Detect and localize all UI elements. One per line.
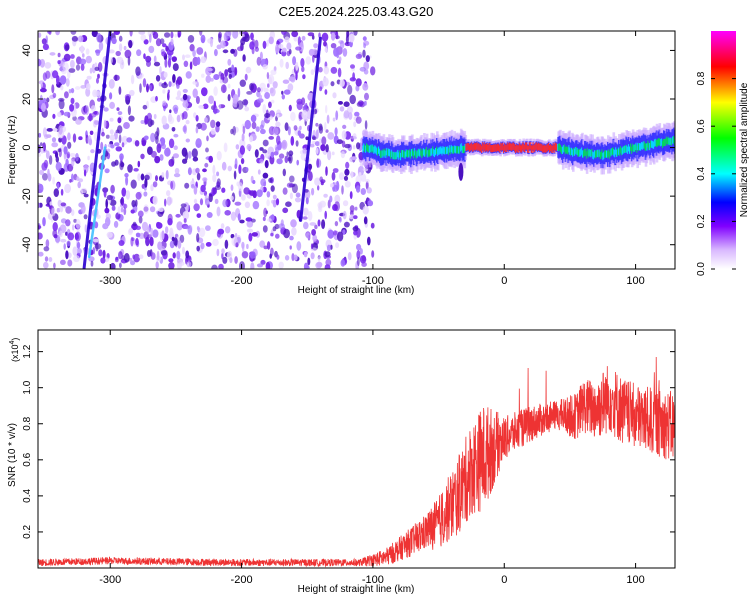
- colorbar-ticks: 0.0 0.2 0.4 0.6 0.8: [696, 71, 736, 276]
- bottom-y-tick-label: 0.8: [22, 416, 33, 430]
- streak-2: [299, 36, 322, 222]
- top-x-ticks: -300 -200 -100 0 100: [99, 31, 645, 287]
- colorbar-tick-label: 0.6: [696, 119, 707, 133]
- figure-title: C2E5.2024.225.03.43.G20: [279, 4, 434, 19]
- bottom-y-tick-label: 1.0: [22, 380, 33, 394]
- bottom-y-tick-label: 0.2: [22, 525, 33, 539]
- top-x-axis-label: Height of straight line (km): [298, 285, 415, 296]
- colorbar-tick-label: 0.8: [696, 71, 707, 85]
- bottom-x-tick-label: -300: [99, 574, 121, 586]
- top-y-axis-label: Frequency (Hz): [7, 116, 18, 185]
- colorbar-tick-label: 0.2: [696, 214, 707, 228]
- colorbar-tick-label: 0.4: [696, 166, 707, 180]
- bottom-x-ticks: -300 -200 -100 0 100: [99, 330, 645, 586]
- colorbar-gradient: [711, 31, 736, 269]
- colorbar: 0.0 0.2 0.4 0.6 0.8 Normalized spectral ampl…: [696, 31, 750, 276]
- snr-panel: -300 -200 -100 0 100 0.2 0.4 0.6 0.8 1.0 1.2 Heig…: [7, 329, 676, 595]
- top-y-tick-label: 20: [21, 93, 33, 105]
- top-x-tick-label: 0: [501, 275, 507, 287]
- snr-frame: [37, 329, 676, 569]
- top-x-tick-label: -300: [99, 275, 121, 287]
- bottom-y-tick-label: 0.4: [22, 488, 33, 502]
- bottom-x-tick-label: 100: [626, 574, 644, 586]
- top-y-tick-label: 40: [21, 44, 33, 56]
- bottom-x-tick-label: 0: [501, 574, 507, 586]
- streaks: [82, 31, 322, 269]
- top-x-tick-label: -200: [231, 275, 253, 287]
- signal-band: [362, 121, 675, 181]
- y-multiplier-base: (x10: [10, 344, 20, 362]
- top-y-tick-label: -20: [21, 188, 33, 204]
- bottom-y-axis-label: SNR (10 * v/v): [7, 423, 18, 487]
- bottom-y-tick-label: 1.2: [22, 344, 33, 358]
- colorbar-label: Normalized spectral amplitude: [739, 82, 750, 217]
- streak-0: [82, 31, 112, 269]
- svg-text:(x104): (x104): [9, 338, 20, 362]
- streak-1: [87, 146, 107, 259]
- bottom-x-axis-label: Height of straight line (km): [298, 584, 415, 595]
- y-multiplier: (x104): [9, 338, 20, 362]
- bottom-x-tick-label: -200: [231, 574, 253, 586]
- top-x-tick-label: 100: [626, 275, 644, 287]
- snr-series-line: [38, 356, 675, 568]
- y-multiplier-exp: 4: [9, 340, 16, 344]
- bottom-y-tick-label: 0.6: [22, 452, 33, 466]
- colorbar-tick-label: 0.0: [696, 262, 707, 276]
- spectrogram-frame: [37, 30, 676, 270]
- top-y-tick-label: 0: [21, 145, 33, 151]
- bottom-y-ticks: 0.2 0.4 0.6 0.8 1.0 1.2: [22, 344, 675, 539]
- top-y-tick-label: -40: [21, 237, 33, 253]
- top-x-tick-label: -100: [362, 275, 384, 287]
- bottom-x-tick-label: -100: [362, 574, 384, 586]
- top-y-ticks: -40 -20 0 20 40: [21, 44, 675, 253]
- noise-cloud: [38, 31, 376, 269]
